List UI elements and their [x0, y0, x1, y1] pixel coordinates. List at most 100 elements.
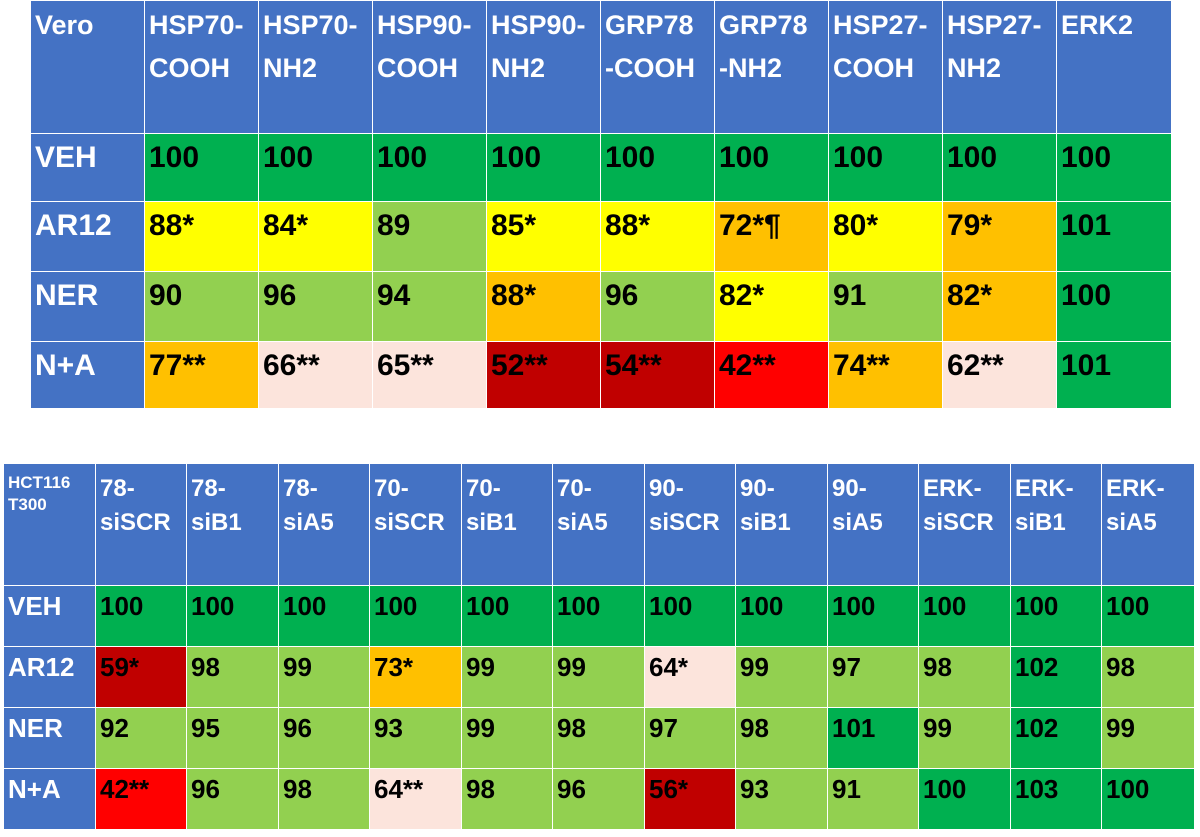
value-cell: 66**: [258, 341, 373, 409]
value-cell: 93: [369, 707, 462, 769]
table-row: NER 92 95 96 93 99 98 97 98 101 99 102 99: [3, 707, 1195, 769]
value-cell: 100: [828, 133, 943, 202]
value-cell: 99: [918, 707, 1011, 769]
value-cell: 100: [1010, 585, 1102, 647]
column-header-line: NH2: [491, 53, 546, 83]
row-label: N+A: [3, 768, 96, 830]
value-cell: 100: [1101, 768, 1195, 830]
value-cell: 100: [552, 585, 645, 647]
value-cell: 52**: [486, 341, 601, 409]
column-header: ERK-siSCR: [918, 463, 1011, 586]
value-cell: 100: [714, 133, 829, 202]
value-cell: 54**: [600, 341, 715, 409]
column-header: 78- siB1: [186, 463, 279, 586]
row-label: NER: [30, 271, 145, 342]
column-header: HSP90- NH2: [486, 0, 601, 134]
value-cell: 101: [1056, 341, 1172, 409]
value-cell: 100: [918, 768, 1011, 830]
column-header-line: HSP90-: [491, 10, 586, 40]
value-cell: 84*: [258, 201, 373, 272]
column-header-line: siB1: [466, 509, 517, 536]
column-header-line: siA5: [1106, 509, 1157, 536]
row-label: VEH: [3, 585, 96, 647]
value-cell: 99: [461, 646, 553, 708]
value-cell: 91: [827, 768, 919, 830]
value-cell: 102: [1010, 707, 1102, 769]
value-cell: 62**: [942, 341, 1057, 409]
column-header-line: ERK-: [923, 475, 982, 502]
value-cell: 100: [1056, 271, 1172, 342]
column-header-line: siB1: [191, 509, 242, 536]
value-cell: 96: [186, 768, 279, 830]
value-cell: 100: [644, 585, 736, 647]
column-header: ERK2: [1056, 0, 1172, 134]
value-cell: 101: [827, 707, 919, 769]
value-cell: 97: [644, 707, 736, 769]
column-header-line: 90-: [832, 475, 867, 502]
row-label: NER: [3, 707, 96, 769]
row-label: AR12: [30, 201, 145, 272]
column-header-line: NH2: [263, 53, 318, 83]
value-cell: 99: [278, 646, 370, 708]
value-cell: 101: [1056, 201, 1172, 272]
value-cell: 100: [278, 585, 370, 647]
column-header-line: GRP78: [605, 10, 694, 40]
value-cell: 77**: [144, 341, 259, 409]
column-header: ERK-siA5: [1101, 463, 1195, 586]
column-header-line: 78-: [283, 475, 318, 502]
value-cell: 98: [918, 646, 1011, 708]
column-header-line: -NH2: [719, 53, 783, 83]
corner-label-line: T300: [8, 495, 47, 514]
hct116-table: HCT116 T300 78- siSCR 78- siB1 78- siA5 70- siSCR…: [3, 463, 1195, 830]
vero-table: Vero HSP70- COOH HSP70- NH2 HSP90- COOH HSP90- N…: [30, 0, 1172, 409]
value-cell: 96: [600, 271, 715, 342]
header-row: Vero HSP70- COOH HSP70- NH2 HSP90- COOH HSP90- N…: [30, 0, 1172, 134]
value-cell: 100: [369, 585, 462, 647]
column-header-line: ERK-: [1106, 475, 1165, 502]
value-cell: 65**: [372, 341, 487, 409]
column-header-line: HSP90-: [377, 10, 472, 40]
value-cell: 80*: [828, 201, 943, 272]
column-header-line: NH2: [947, 53, 1002, 83]
column-header-line: siA5: [283, 509, 334, 536]
value-cell: 79*: [942, 201, 1057, 272]
value-cell: 96: [278, 707, 370, 769]
value-cell: 42**: [95, 768, 187, 830]
table-row: NER 90 96 94 88* 96 82* 91 82* 100: [30, 271, 1172, 342]
value-cell: 88*: [486, 271, 601, 342]
value-cell: 73*: [369, 646, 462, 708]
column-header: HSP27- NH2: [942, 0, 1057, 134]
column-header-line: HSP27-: [947, 10, 1042, 40]
value-cell: 99: [461, 707, 553, 769]
value-cell: 99: [1101, 707, 1195, 769]
value-cell: 82*: [942, 271, 1057, 342]
value-cell: 100: [258, 133, 373, 202]
column-header: 90- siSCR: [644, 463, 736, 586]
column-header: GRP78 -COOH: [600, 0, 715, 134]
value-cell: 98: [278, 768, 370, 830]
value-cell: 56*: [644, 768, 736, 830]
value-cell: 99: [552, 646, 645, 708]
table-row: AR12 59* 98 99 73* 99 99 64* 99 97 98 102 98: [3, 646, 1195, 708]
column-header: 70- siSCR: [369, 463, 462, 586]
column-header: 70- siA5: [552, 463, 645, 586]
value-cell: 96: [552, 768, 645, 830]
value-cell: 98: [1101, 646, 1195, 708]
value-cell: 98: [186, 646, 279, 708]
value-cell: 92: [95, 707, 187, 769]
column-header: 90- siA5: [827, 463, 919, 586]
column-header-line: 70-: [557, 475, 592, 502]
value-cell: 74**: [828, 341, 943, 409]
value-cell: 59*: [95, 646, 187, 708]
column-header-line: ERK2: [1061, 10, 1134, 40]
column-header-line: 78-: [191, 475, 226, 502]
value-cell: 100: [600, 133, 715, 202]
table-row: N+A 42** 96 98 64** 98 96 56* 93 91 100 103 100: [3, 768, 1195, 830]
value-cell: 98: [461, 768, 553, 830]
value-cell: 97: [827, 646, 919, 708]
value-cell: 100: [461, 585, 553, 647]
value-cell: 100: [942, 133, 1057, 202]
column-header: HSP70- NH2: [258, 0, 373, 134]
column-header: 90- siB1: [735, 463, 828, 586]
header-row: HCT116 T300 78- siSCR 78- siB1 78- siA5 70- siSCR…: [3, 463, 1195, 586]
